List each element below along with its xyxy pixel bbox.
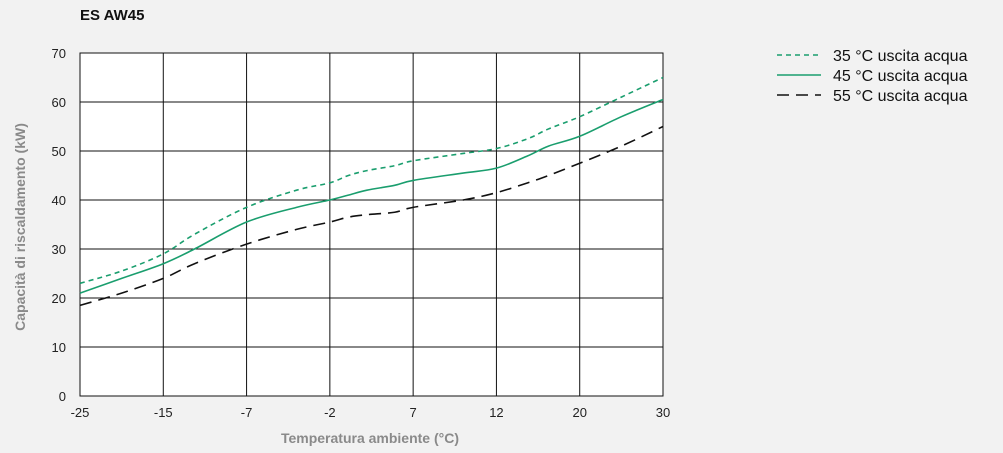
tick-labels: -25 -15 -7 -2 7 12 20 30 0 10 20 30 40 50 60 70 [52,46,671,420]
x-tick-label: 12 [489,405,503,420]
y-tick-label: 40 [52,193,66,208]
legend-label: 45 °C uscita acqua [833,68,968,85]
y-tick-label: 60 [52,95,66,110]
plot-area [79,52,664,397]
x-tick-label: -2 [324,405,336,420]
y-tick-label: 50 [52,144,66,159]
y-tick-label: 10 [52,340,66,355]
series-line-1 [79,76,664,285]
plot-grid [79,52,664,397]
y-tick-label: 30 [52,242,66,257]
y-tick-label: 20 [52,291,66,306]
y-axis-label: Capacità di riscaldamento (kW) [12,123,28,331]
chart-title: ES AW45 [80,7,144,24]
x-tick-label: 30 [656,405,670,420]
legend: 35 °C uscita acqua 45 °C uscita acqua 55 °… [777,48,968,105]
x-tick-label: 7 [410,405,417,420]
y-tick-label: 0 [59,389,66,404]
x-axis-label: Temperatura ambiente (°C) [281,430,459,446]
series-line-2 [79,98,664,294]
x-tick-label: 20 [572,405,586,420]
series-lines [79,76,664,307]
legend-label: 55 °C uscita acqua [833,88,968,105]
x-tick-label: -25 [71,405,90,420]
y-tick-label: 70 [52,46,66,61]
legend-label: 35 °C uscita acqua [833,48,968,65]
x-tick-label: -7 [241,405,253,420]
series-line-3 [79,125,664,307]
x-tick-label: -15 [154,405,173,420]
